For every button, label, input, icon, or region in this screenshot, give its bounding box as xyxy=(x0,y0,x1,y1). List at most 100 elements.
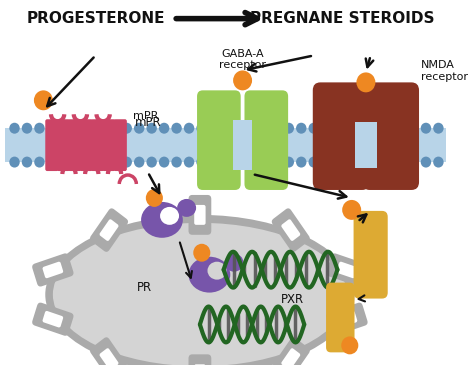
Circle shape xyxy=(134,157,145,168)
FancyBboxPatch shape xyxy=(32,303,73,336)
FancyBboxPatch shape xyxy=(46,119,59,171)
Ellipse shape xyxy=(177,199,196,217)
Circle shape xyxy=(134,123,145,134)
Circle shape xyxy=(371,157,381,168)
Ellipse shape xyxy=(160,207,179,225)
Circle shape xyxy=(358,123,369,134)
Circle shape xyxy=(159,123,169,134)
Text: mPR: mPR xyxy=(133,111,158,121)
Circle shape xyxy=(196,157,207,168)
FancyBboxPatch shape xyxy=(189,354,211,366)
Circle shape xyxy=(9,157,20,168)
Circle shape xyxy=(59,123,70,134)
Circle shape xyxy=(146,123,157,134)
FancyBboxPatch shape xyxy=(189,195,211,235)
Bar xyxy=(5,128,446,145)
Text: PXR: PXR xyxy=(281,293,304,306)
Circle shape xyxy=(184,157,194,168)
Ellipse shape xyxy=(208,262,227,280)
Bar xyxy=(355,122,377,168)
Bar xyxy=(233,120,252,170)
Circle shape xyxy=(383,123,394,134)
Circle shape xyxy=(59,157,70,168)
Circle shape xyxy=(259,157,269,168)
Circle shape xyxy=(193,244,210,262)
Circle shape xyxy=(396,123,406,134)
Circle shape xyxy=(271,123,282,134)
Circle shape xyxy=(72,157,82,168)
FancyBboxPatch shape xyxy=(102,119,116,171)
Ellipse shape xyxy=(189,257,230,292)
FancyBboxPatch shape xyxy=(32,253,73,287)
FancyBboxPatch shape xyxy=(43,262,63,278)
Text: PR: PR xyxy=(137,281,153,294)
Ellipse shape xyxy=(46,215,355,366)
FancyBboxPatch shape xyxy=(194,205,206,225)
Circle shape xyxy=(121,123,132,134)
Circle shape xyxy=(34,123,45,134)
Circle shape xyxy=(296,157,307,168)
FancyBboxPatch shape xyxy=(43,311,63,328)
Circle shape xyxy=(383,157,394,168)
Circle shape xyxy=(146,189,163,207)
Circle shape xyxy=(358,157,369,168)
FancyBboxPatch shape xyxy=(326,283,355,352)
Text: NMDA
receptor: NMDA receptor xyxy=(421,60,468,82)
FancyBboxPatch shape xyxy=(354,211,388,299)
Circle shape xyxy=(309,123,319,134)
Circle shape xyxy=(22,157,32,168)
Circle shape xyxy=(34,157,45,168)
FancyBboxPatch shape xyxy=(337,311,357,328)
Circle shape xyxy=(283,123,294,134)
Circle shape xyxy=(421,157,431,168)
Circle shape xyxy=(259,123,269,134)
FancyBboxPatch shape xyxy=(114,119,127,171)
Circle shape xyxy=(433,123,444,134)
Circle shape xyxy=(172,157,182,168)
FancyBboxPatch shape xyxy=(68,119,82,171)
Circle shape xyxy=(321,123,331,134)
FancyBboxPatch shape xyxy=(326,253,368,287)
Circle shape xyxy=(47,123,57,134)
Circle shape xyxy=(97,157,107,168)
Circle shape xyxy=(346,123,356,134)
Circle shape xyxy=(209,157,219,168)
Circle shape xyxy=(22,123,32,134)
Circle shape xyxy=(47,157,57,168)
FancyBboxPatch shape xyxy=(91,119,104,171)
Text: GABA-A
receptor: GABA-A receptor xyxy=(219,49,266,70)
Circle shape xyxy=(333,123,344,134)
FancyBboxPatch shape xyxy=(100,348,118,366)
Circle shape xyxy=(408,123,419,134)
Circle shape xyxy=(321,157,331,168)
Circle shape xyxy=(246,123,256,134)
Circle shape xyxy=(341,336,358,354)
Circle shape xyxy=(234,157,244,168)
FancyBboxPatch shape xyxy=(197,90,241,190)
Circle shape xyxy=(271,157,282,168)
Circle shape xyxy=(246,157,256,168)
Ellipse shape xyxy=(53,223,347,366)
Circle shape xyxy=(146,157,157,168)
Circle shape xyxy=(371,123,381,134)
Text: mPR: mPR xyxy=(135,116,161,129)
Text: PREGNANE STEROIDS: PREGNANE STEROIDS xyxy=(250,11,435,26)
Bar xyxy=(5,145,446,162)
Circle shape xyxy=(433,157,444,168)
Circle shape xyxy=(221,157,232,168)
Circle shape xyxy=(396,157,406,168)
Circle shape xyxy=(9,123,20,134)
Circle shape xyxy=(196,123,207,134)
Text: PROGESTERONE: PROGESTERONE xyxy=(26,11,165,26)
FancyBboxPatch shape xyxy=(281,348,301,366)
Circle shape xyxy=(121,157,132,168)
Circle shape xyxy=(356,72,375,92)
Circle shape xyxy=(172,123,182,134)
Circle shape xyxy=(184,123,194,134)
Circle shape xyxy=(84,157,94,168)
Circle shape xyxy=(221,123,232,134)
Circle shape xyxy=(234,123,244,134)
Circle shape xyxy=(333,157,344,168)
Circle shape xyxy=(408,157,419,168)
FancyBboxPatch shape xyxy=(272,337,310,366)
